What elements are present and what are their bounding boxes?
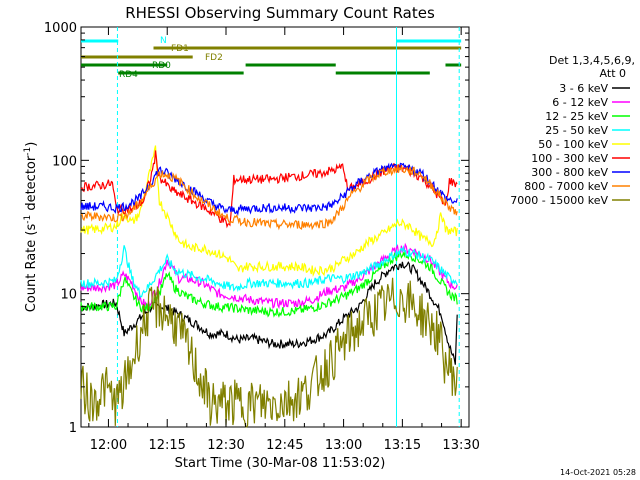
x-axis-label: Start Time (30-Mar-08 11:53:02) — [175, 456, 386, 471]
status-bar-label: RD0 — [152, 61, 171, 71]
series-line — [80, 162, 458, 217]
x-tick-label: 13:30 — [442, 438, 479, 453]
series-line — [80, 242, 458, 310]
legend-header-line1: Det 1,3,4,5,6,9, — [549, 54, 635, 67]
status-bar-label: N — [160, 36, 167, 46]
y-axis-label: Count Rate (s-1 detector-1) — [23, 142, 39, 313]
x-tick-label: 12:30 — [207, 438, 244, 453]
x-axis-ticks: 12:00 12:15 12:30 12:45 13:00 13:15 13:30 — [88, 27, 480, 453]
legend-entry-label: 25 - 50 keV — [545, 124, 608, 137]
legend-entry-label: 7000 - 15000 keV — [510, 194, 608, 207]
y-tick-label: 1 — [69, 421, 77, 436]
x-tick-label: 12:15 — [148, 438, 185, 453]
chart-title: RHESSI Observing Summary Count Rates — [125, 4, 435, 22]
legend-entry-label: 50 - 100 keV — [538, 138, 608, 151]
y-tick-label: 1000 — [44, 21, 77, 36]
x-tick-label: 13:15 — [384, 438, 421, 453]
status-bars: N FD1 FD2 RD0 RD4 — [81, 36, 462, 80]
series-line — [80, 164, 458, 231]
legend-entry-label: 6 - 12 keV — [552, 96, 608, 109]
y-tick-label: 10 — [60, 288, 77, 303]
y-tick-label: 100 — [52, 154, 77, 169]
legend-entry-label: 3 - 6 keV — [559, 82, 608, 95]
status-bar-label: RD4 — [119, 70, 138, 80]
legend-entry-label: 800 - 7000 keV — [524, 180, 608, 193]
legend-entry-label: 100 - 300 keV — [531, 152, 608, 165]
legend-entry-label: 12 - 25 keV — [545, 110, 608, 123]
series-lines — [80, 145, 458, 428]
status-bar-label: FD2 — [205, 53, 223, 63]
status-bar-label: FD1 — [171, 44, 189, 54]
plot-frame — [80, 26, 470, 428]
vertical-markers — [116, 27, 460, 427]
y-axis-ticks: 1 10 100 1000 — [44, 21, 469, 436]
x-tick-label: 13:00 — [325, 438, 362, 453]
x-tick-label: 12:00 — [90, 438, 127, 453]
footer-date: 14-Oct-2021 05:28 — [560, 468, 636, 477]
series-line — [80, 245, 458, 298]
series-line — [80, 277, 458, 428]
x-tick-label: 12:45 — [266, 438, 303, 453]
legend-entry-label: 300 - 800 keV — [531, 166, 608, 179]
legend-header-line2: Att 0 — [600, 67, 626, 80]
